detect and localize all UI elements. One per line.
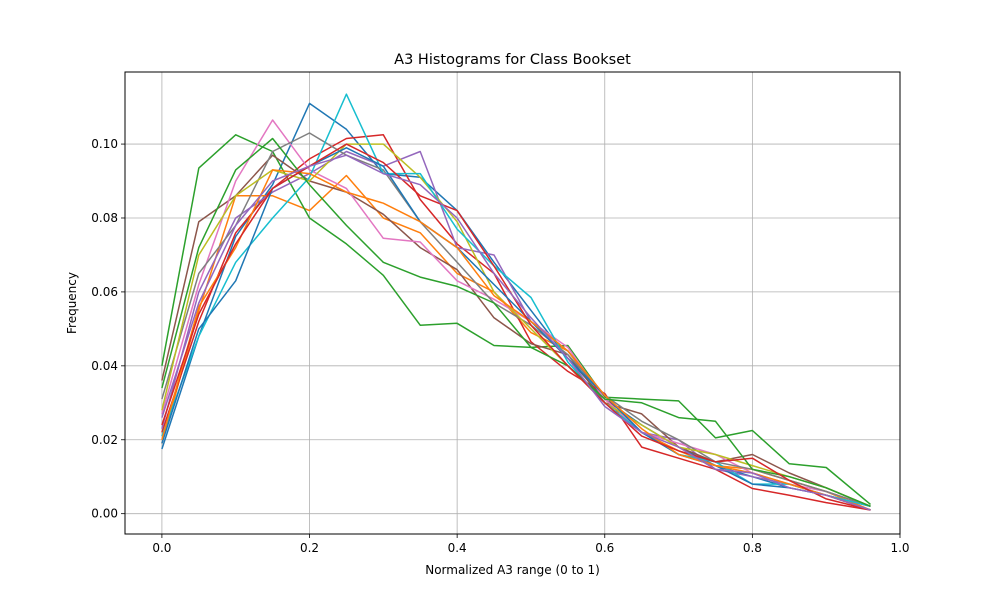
y-tick-label: 0.06 xyxy=(91,285,118,299)
series-line-15 xyxy=(161,154,871,511)
x-tick-label: 1.0 xyxy=(890,541,909,555)
x-axis-label: Normalized A3 range (0 to 1) xyxy=(425,563,600,577)
series-line-3 xyxy=(161,134,871,505)
x-tick-label: 0.4 xyxy=(448,541,467,555)
series-line-5 xyxy=(161,150,871,508)
series-line-6 xyxy=(161,154,871,507)
plot-area-frame xyxy=(124,71,901,535)
y-tick-label: 0.02 xyxy=(91,433,118,447)
series-line-13 xyxy=(161,137,871,507)
x-tick-label: 0.6 xyxy=(595,541,614,555)
y-tick-label: 0.04 xyxy=(91,359,118,373)
x-tick-label: 0.8 xyxy=(743,541,762,555)
series-line-9 xyxy=(161,143,871,507)
y-axis-ticks: 0.00 0.02 0.04 0.06 0.08 0.10 xyxy=(91,137,125,521)
chart-title: A3 Histograms for Class Bookset xyxy=(394,52,631,68)
y-tick-label: 0.00 xyxy=(91,507,118,521)
series-lines xyxy=(161,93,871,511)
x-tick-label: 0.2 xyxy=(300,541,319,555)
series-line-8 xyxy=(161,132,871,508)
y-axis-label: Frequency xyxy=(65,272,79,334)
x-axis-ticks: 0.0 0.2 0.4 0.6 0.8 1.0 xyxy=(152,534,910,555)
y-tick-label: 0.10 xyxy=(91,137,118,151)
x-tick-label: 0.0 xyxy=(152,541,171,555)
series-line-4 xyxy=(161,134,871,511)
grid xyxy=(125,72,901,534)
y-tick-label: 0.08 xyxy=(91,211,118,225)
